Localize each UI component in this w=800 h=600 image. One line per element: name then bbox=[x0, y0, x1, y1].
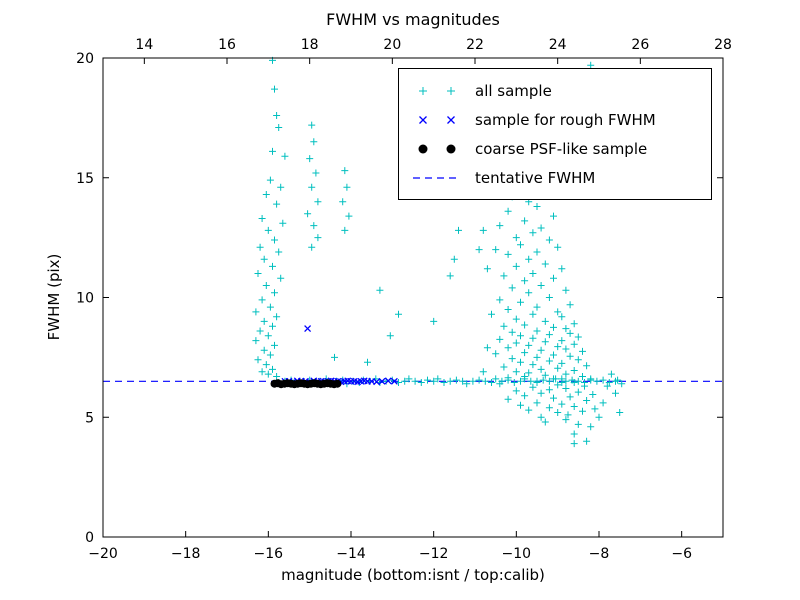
series-dot bbox=[270, 379, 342, 389]
legend-label: all sample bbox=[475, 81, 552, 100]
series-x bbox=[281, 325, 398, 386]
tick-labels: −20 −18 −16 −14 −12 −10 −8 −6 14 16 18 20 22 24 26 28 0 5… bbox=[76, 37, 732, 562]
legend-item-rough-fwhm: sample for rough FWHM bbox=[409, 105, 701, 134]
svg-text:26: 26 bbox=[631, 37, 649, 53]
legend-label: tentative FWHM bbox=[475, 168, 596, 187]
svg-text:10: 10 bbox=[76, 291, 94, 307]
legend-item-all-sample: all sample bbox=[409, 76, 701, 105]
chart-title: FWHM vs magnitudes bbox=[326, 10, 500, 29]
svg-text:−10: −10 bbox=[502, 546, 532, 562]
legend-label: sample for rough FWHM bbox=[475, 110, 656, 129]
svg-text:−6: −6 bbox=[671, 546, 692, 562]
x-marker-icon bbox=[419, 115, 455, 124]
svg-text:−20: −20 bbox=[88, 546, 118, 562]
legend: all sample sample for rough FWHM coarse … bbox=[398, 68, 712, 200]
legend-item-psf-like: coarse PSF-like sample bbox=[409, 134, 701, 163]
axis-ticks bbox=[102, 57, 724, 538]
dashed-line-icon bbox=[413, 176, 461, 179]
svg-text:15: 15 bbox=[76, 171, 94, 187]
svg-text:22: 22 bbox=[466, 37, 484, 53]
svg-text:14: 14 bbox=[135, 37, 153, 53]
svg-text:−14: −14 bbox=[336, 546, 366, 562]
svg-text:−16: −16 bbox=[254, 546, 284, 562]
svg-text:5: 5 bbox=[85, 410, 94, 426]
svg-text:−8: −8 bbox=[589, 546, 610, 562]
plus-marker-icon bbox=[419, 86, 455, 95]
svg-text:28: 28 bbox=[714, 37, 732, 53]
legend-item-tentative-fwhm: tentative FWHM bbox=[409, 163, 701, 192]
x-axis-label: magnitude (bottom:isnt / top:calib) bbox=[281, 566, 545, 584]
svg-text:18: 18 bbox=[301, 37, 319, 53]
svg-text:20: 20 bbox=[76, 51, 94, 67]
svg-text:16: 16 bbox=[218, 37, 236, 53]
svg-text:−18: −18 bbox=[171, 546, 201, 562]
dot-marker-icon bbox=[418, 144, 456, 153]
svg-text:0: 0 bbox=[85, 530, 94, 546]
svg-text:20: 20 bbox=[383, 37, 401, 53]
svg-text:24: 24 bbox=[549, 37, 567, 53]
svg-text:−12: −12 bbox=[419, 546, 449, 562]
legend-label: coarse PSF-like sample bbox=[475, 139, 648, 158]
y-axis-label: FWHM (pix) bbox=[45, 253, 63, 341]
